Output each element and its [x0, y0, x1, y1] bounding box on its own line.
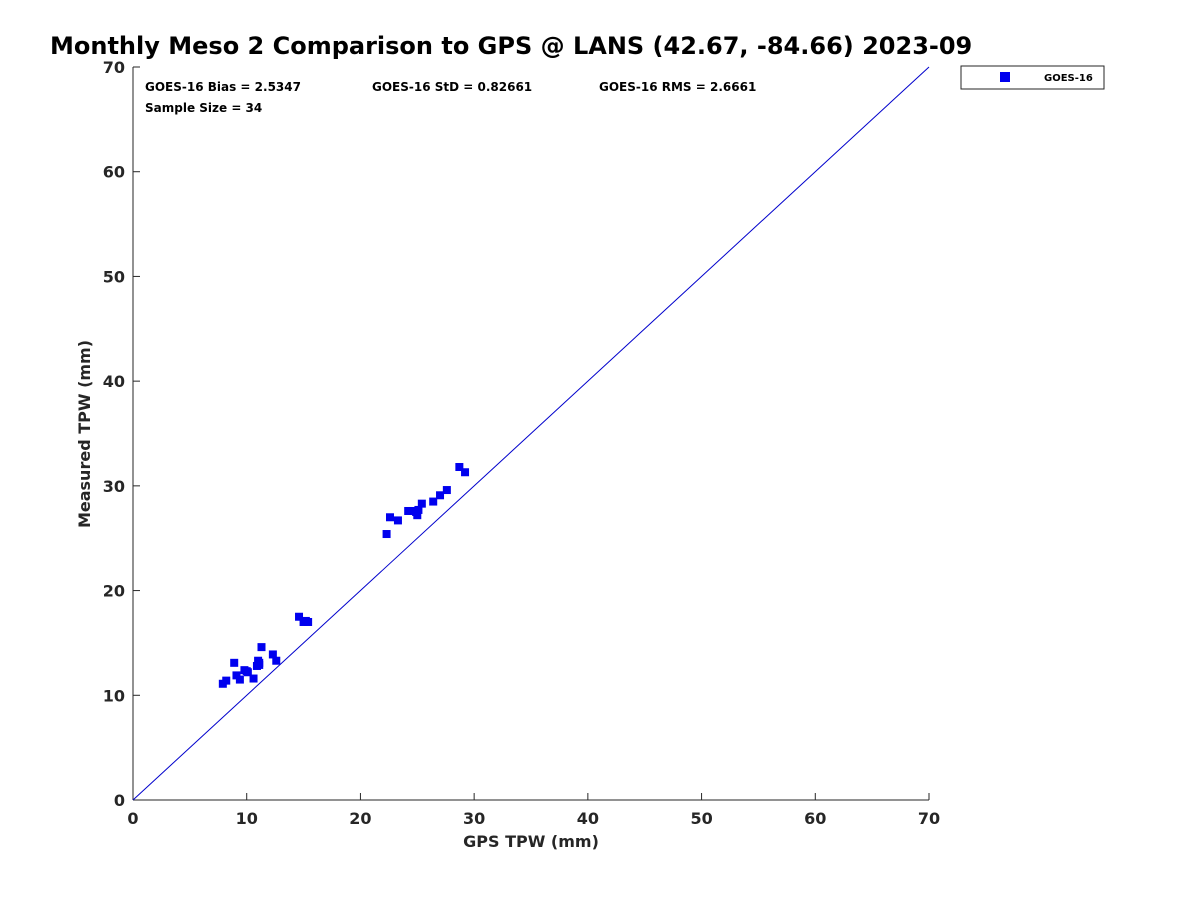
y-tick-label: 10	[103, 686, 125, 705]
data-points	[218, 463, 470, 688]
data-point	[230, 658, 239, 667]
x-tick-label: 10	[236, 809, 258, 828]
x-axis-label: GPS TPW (mm)	[463, 832, 599, 851]
bias-annotation: GOES-16 Bias = 2.5347	[145, 80, 301, 94]
x-tick-label: 0	[127, 809, 138, 828]
data-point	[232, 671, 241, 680]
x-axis-ticks: 0 10 20 30 40 50 60 70	[127, 793, 940, 828]
data-point	[272, 656, 281, 665]
data-point	[268, 650, 277, 659]
rms-annotation: GOES-16 RMS = 2.6661	[599, 80, 756, 94]
y-tick-label: 0	[114, 791, 125, 810]
data-point	[429, 497, 438, 506]
data-point	[442, 486, 451, 495]
y-tick-label: 60	[103, 163, 125, 182]
y-tick-label: 50	[103, 267, 125, 286]
std-annotation: GOES-16 StD = 0.82661	[372, 80, 532, 94]
x-tick-label: 30	[463, 809, 485, 828]
y-tick-label: 20	[103, 582, 125, 601]
x-tick-label: 60	[804, 809, 826, 828]
data-point	[385, 513, 394, 522]
data-point	[417, 499, 426, 508]
x-tick-label: 50	[690, 809, 712, 828]
y-tick-label: 40	[103, 372, 125, 391]
data-point	[393, 516, 402, 525]
data-point	[235, 675, 244, 684]
sample-size-annotation: Sample Size = 34	[145, 101, 262, 115]
data-point	[249, 674, 258, 683]
legend-box	[960, 65, 1105, 90]
one-to-one-reference-line	[132, 66, 930, 801]
x-tick-label: 40	[577, 809, 599, 828]
data-point	[461, 468, 470, 477]
data-point	[455, 463, 464, 472]
data-point	[295, 612, 304, 621]
legend-marker-square	[1000, 72, 1010, 82]
y-axis-label: Measured TPW (mm)	[75, 340, 94, 528]
data-point	[242, 667, 251, 676]
legend: GOES-16	[960, 65, 1105, 90]
data-point	[412, 508, 421, 517]
data-point	[301, 616, 310, 625]
chart-title: Monthly Meso 2 Comparison to GPS @ LANS …	[50, 32, 972, 60]
x-tick-label: 70	[918, 809, 940, 828]
data-point	[257, 643, 266, 652]
data-point	[255, 658, 264, 667]
data-point	[404, 506, 413, 515]
data-point	[436, 491, 445, 500]
x-tick-label: 20	[349, 809, 371, 828]
y-tick-label: 70	[103, 58, 125, 77]
data-point	[382, 530, 391, 539]
legend-label: GOES-16	[1044, 73, 1093, 84]
y-tick-label: 30	[103, 477, 125, 496]
y-axis-ticks: 0 10 20 30 40 50 60 70	[103, 58, 140, 810]
plot-area	[132, 67, 929, 801]
data-point	[222, 676, 231, 685]
